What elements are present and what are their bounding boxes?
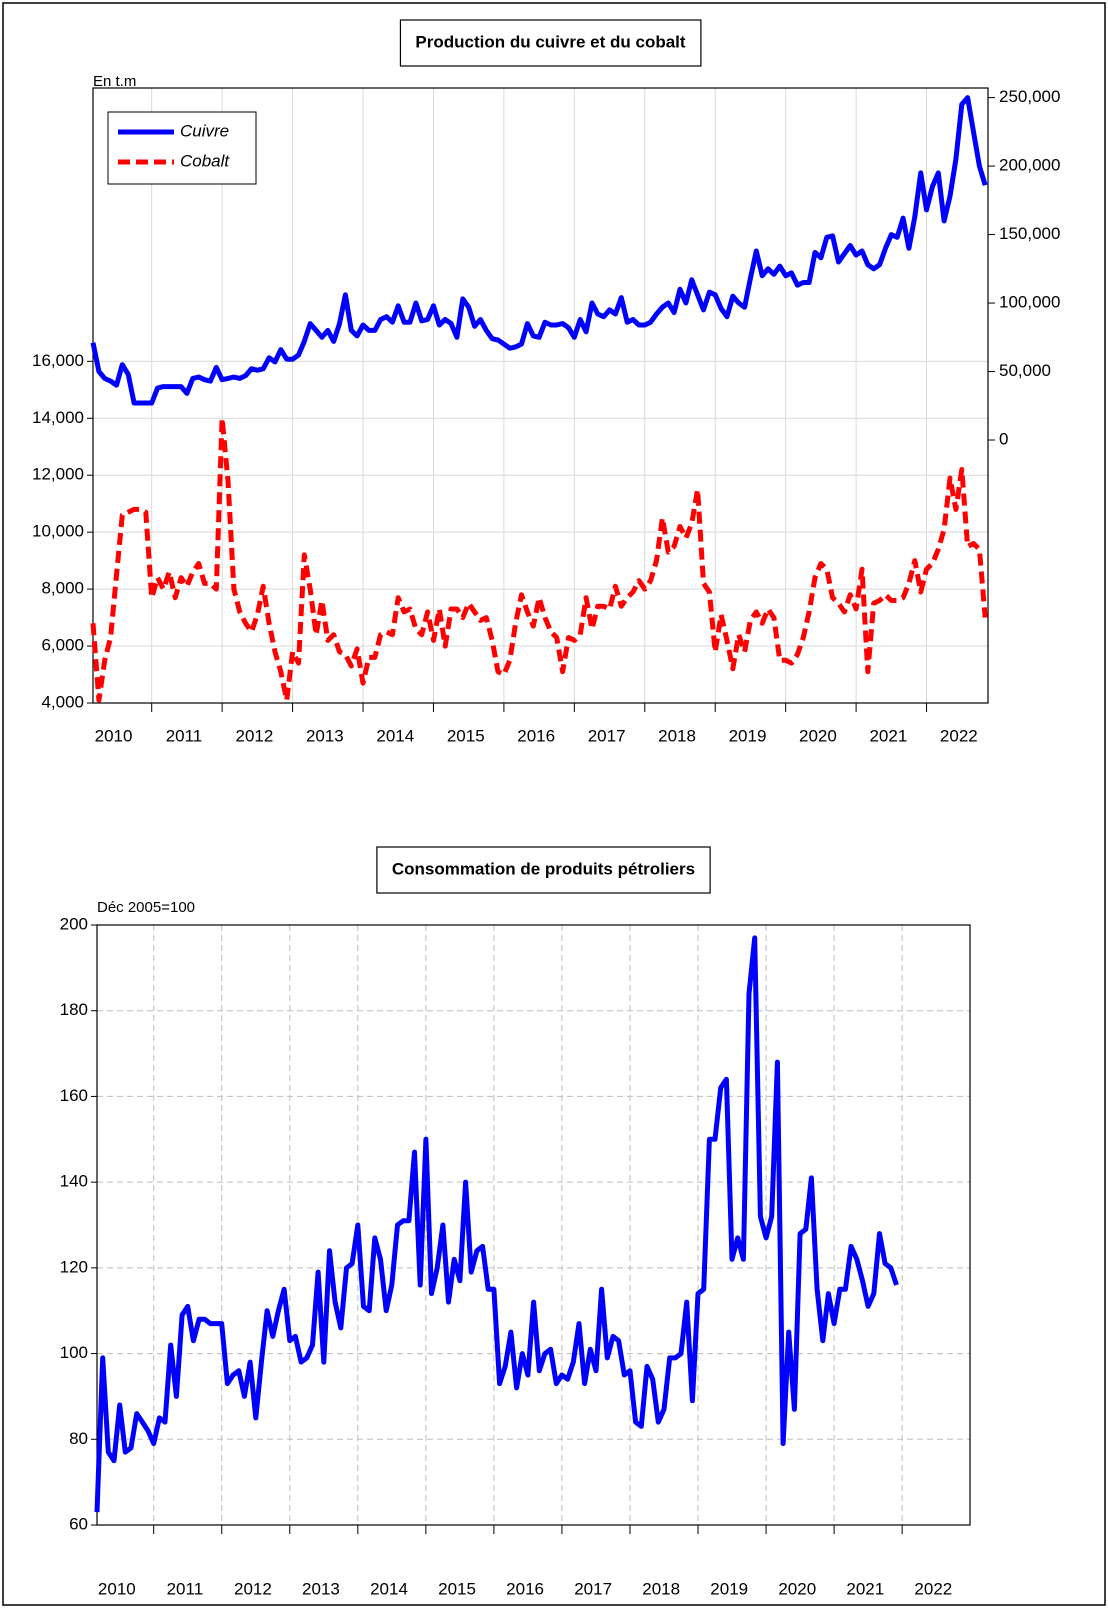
x-tick-label: 2019: [729, 726, 767, 745]
x-tick-label: 2014: [370, 1579, 408, 1598]
data-line: [90, 95, 988, 406]
x-tick-label: 2015: [447, 726, 485, 745]
x-tick-label: 2011: [167, 1579, 204, 1598]
y-tick-label: 6,000: [41, 636, 84, 655]
x-tick-label: 2013: [302, 1579, 340, 1598]
plot-frame: [92, 87, 989, 704]
x-tick-label: 2013: [306, 726, 344, 745]
y2-tick-label: 50,000: [999, 361, 1051, 380]
y-axis-label: Déc 2005=100: [97, 899, 195, 916]
y-tick-label: 80: [69, 1429, 88, 1448]
y-tick-label: 4,000: [41, 692, 84, 711]
y-tick-label: 100: [60, 1343, 88, 1362]
plot-frame: [96, 924, 971, 1526]
legend-label: Cuivre: [180, 121, 229, 140]
y-tick-label: 60: [69, 1514, 88, 1533]
title-box: [376, 846, 711, 894]
y-tick-label: 160: [60, 1086, 88, 1105]
x-tick-label: 2022: [914, 1579, 952, 1598]
y-tick-label: 12,000: [32, 465, 84, 484]
x-tick-label: 2010: [95, 726, 133, 745]
y2-tick-label: 250,000: [999, 87, 1060, 106]
y-tick-label: 14,000: [32, 408, 84, 427]
y-tick-label: 200: [60, 914, 88, 933]
y2-tick-label: 100,000: [999, 293, 1060, 312]
chart-title: Production du cuivre et du cobalt: [415, 32, 685, 51]
x-tick-label: 2020: [778, 1579, 816, 1598]
y-tick-label: 180: [60, 1000, 88, 1019]
data-line: [90, 415, 988, 703]
y-tick-label: 140: [60, 1172, 88, 1191]
title-box: [399, 19, 702, 67]
x-tick-label: 2015: [438, 1579, 476, 1598]
legend-label: Cobalt: [180, 151, 230, 170]
x-tick-label: 2016: [506, 1579, 544, 1598]
x-tick-label: 2017: [588, 726, 626, 745]
chart-title: Consommation de produits pétroliers: [392, 859, 695, 878]
x-tick-label: 2021: [869, 726, 907, 745]
x-tick-label: 2016: [517, 726, 555, 745]
y-tick-label: 120: [60, 1257, 88, 1276]
x-tick-label: 2011: [166, 726, 203, 745]
x-tick-label: 2017: [574, 1579, 612, 1598]
y-tick-label: 16,000: [32, 351, 84, 370]
x-tick-label: 2012: [236, 726, 274, 745]
y-tick-label: 10,000: [32, 522, 84, 541]
x-tick-label: 2018: [642, 1579, 680, 1598]
y-axis-label: En t.m: [93, 73, 136, 90]
legend-box: [107, 111, 257, 185]
x-tick-label: 2021: [846, 1579, 884, 1598]
x-tick-label: 2019: [710, 1579, 748, 1598]
x-tick-label: 2014: [376, 726, 414, 745]
y2-tick-label: 0: [999, 429, 1008, 448]
x-tick-label: 2012: [234, 1579, 272, 1598]
y2-tick-label: 150,000: [999, 224, 1060, 243]
x-tick-label: 2022: [940, 726, 978, 745]
x-tick-label: 2020: [799, 726, 837, 745]
y2-tick-label: 200,000: [999, 156, 1060, 175]
x-tick-label: 2018: [658, 726, 696, 745]
y-tick-label: 8,000: [41, 579, 84, 598]
data-line: [94, 935, 899, 1513]
x-tick-label: 2010: [98, 1579, 136, 1598]
